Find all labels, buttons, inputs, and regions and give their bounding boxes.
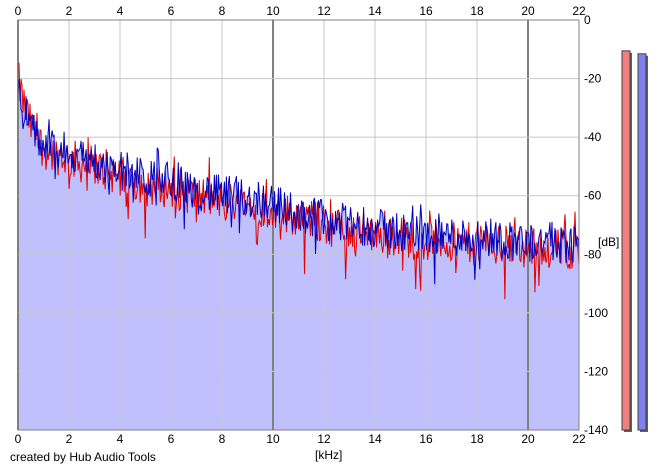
x-tick-label-top: 0 xyxy=(15,4,22,18)
y-tick-label: -120 xyxy=(584,364,608,378)
level-meter-bar xyxy=(621,50,631,431)
x-tick-label-top: 12 xyxy=(317,4,331,18)
x-tick-label-top: 10 xyxy=(266,4,280,18)
plot-frame xyxy=(17,19,580,431)
x-tick-label-bottom: 10 xyxy=(266,432,280,446)
x-tick-label-top: 20 xyxy=(521,4,535,18)
x-tick-label-bottom: 4 xyxy=(117,432,124,446)
level-meters xyxy=(621,50,648,433)
x-tick-label-top: 6 xyxy=(168,4,175,18)
y-tick-label: -140 xyxy=(584,423,608,437)
y-axis-label: [dB] xyxy=(598,235,619,249)
x-tick-label-bottom: 12 xyxy=(317,432,331,446)
x-tick-label-top: 8 xyxy=(219,4,226,18)
x-tick-label-bottom: 18 xyxy=(470,432,484,446)
x-tick-label-bottom: 0 xyxy=(15,432,22,446)
series-line-blue xyxy=(17,79,580,285)
x-tick-label-top: 18 xyxy=(470,4,484,18)
y-tick-label: -40 xyxy=(584,130,602,144)
series-line-red xyxy=(17,62,580,300)
x-tick-label-top: 22 xyxy=(572,4,586,18)
x-tick-label-bottom: 6 xyxy=(168,432,175,446)
y-tick-label: -80 xyxy=(584,247,602,261)
x-tick-label-bottom: 2 xyxy=(66,432,73,446)
y-tick-labels: 0 -20 -40 -60 -80 -100 -120 -140 xyxy=(584,13,608,437)
x-tick-labels-top: 0 2 4 6 8 10 12 14 16 18 20 22 xyxy=(15,4,586,18)
y-tick-label: -60 xyxy=(584,189,602,203)
x-tick-label-top: 4 xyxy=(117,4,124,18)
y-tick-label: -100 xyxy=(584,306,608,320)
x-tick-label-bottom: 20 xyxy=(521,432,535,446)
x-tick-labels-bottom: 0 2 4 6 8 10 12 14 16 18 20 22 xyxy=(15,432,586,446)
x-tick-label-bottom: 22 xyxy=(572,432,586,446)
x-tick-label-bottom: 16 xyxy=(419,432,433,446)
x-tick-label-bottom: 8 xyxy=(219,432,226,446)
level-meter-bar xyxy=(637,53,647,431)
credit-text: created by Hub Audio Tools xyxy=(10,450,156,464)
y-tick-label: -20 xyxy=(584,72,602,86)
x-tick-label-bottom: 14 xyxy=(368,432,382,446)
y-tick-label: 0 xyxy=(584,13,591,27)
x-tick-label-top: 14 xyxy=(368,4,382,18)
x-tick-label-top: 16 xyxy=(419,4,433,18)
x-tick-label-top: 2 xyxy=(66,4,73,18)
x-axis-label: [kHz] xyxy=(315,448,342,462)
